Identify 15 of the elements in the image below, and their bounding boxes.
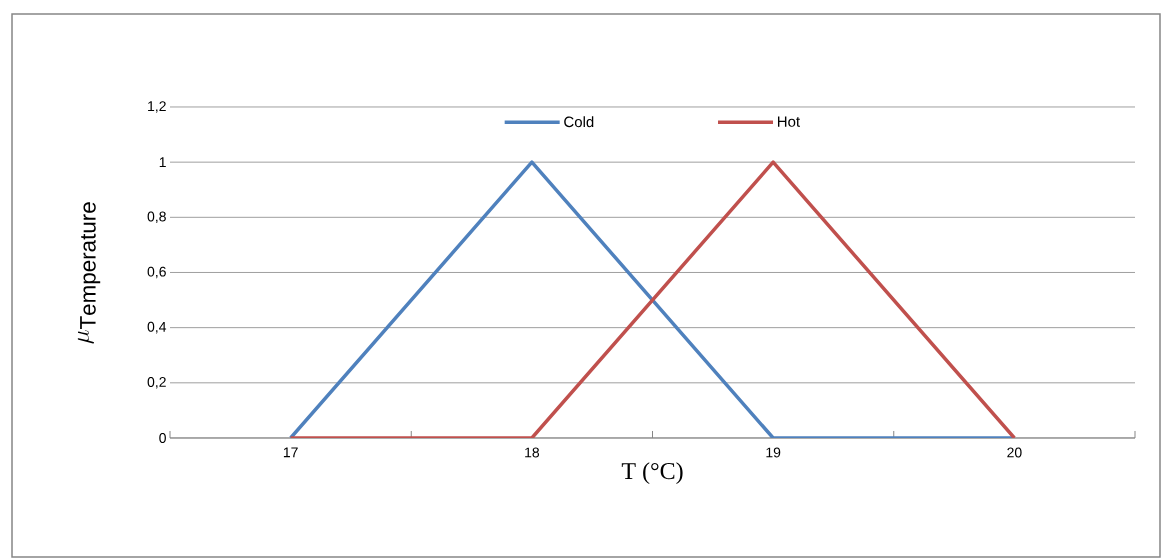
x-tick-label: 20 — [1007, 447, 1022, 458]
x-axis-title: T (°C) — [621, 462, 683, 485]
y-tick-label: 0,8 — [147, 211, 166, 224]
y-tick-label: 1,2 — [148, 101, 166, 113]
y-axis-title: $\mu_{\mathrm{Temperature}}$ — [77, 202, 101, 344]
y-tick-label: 0,6 — [147, 266, 166, 279]
y-tick-label: 0,2 — [147, 377, 166, 389]
x-tick-label: 17 — [283, 447, 298, 458]
legend-label: Cold — [564, 116, 594, 128]
y-tick-label: 0,4 — [147, 321, 167, 334]
y-tick-label: 0 — [159, 433, 166, 443]
x-tick-label: 19 — [766, 447, 781, 458]
x-tick-label: 18 — [525, 447, 540, 458]
y-tick-label: 1 — [159, 157, 166, 167]
legend-label: Hot — [777, 116, 800, 127]
